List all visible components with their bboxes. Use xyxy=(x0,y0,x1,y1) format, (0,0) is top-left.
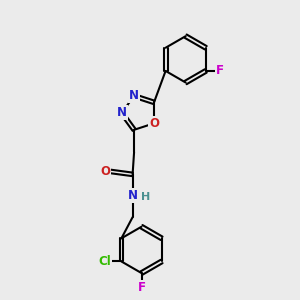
Text: Cl: Cl xyxy=(98,255,111,268)
Text: N: N xyxy=(129,89,139,102)
Text: N: N xyxy=(117,106,127,119)
Text: F: F xyxy=(216,64,224,77)
Text: N: N xyxy=(128,189,138,202)
Text: H: H xyxy=(141,192,151,202)
Text: O: O xyxy=(149,117,159,130)
Text: F: F xyxy=(137,280,146,293)
Text: O: O xyxy=(100,165,110,178)
